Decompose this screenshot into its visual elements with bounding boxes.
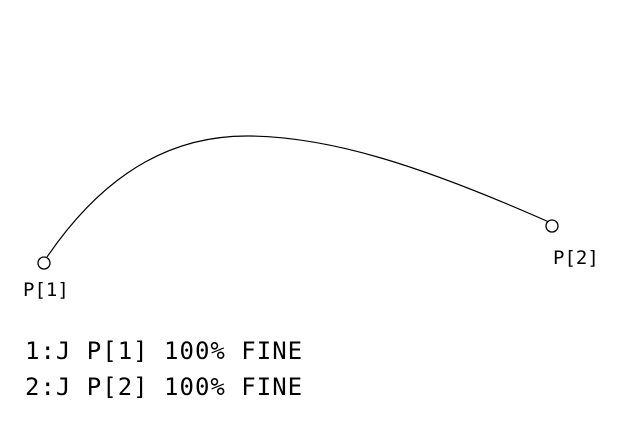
point-label-p2: P[2] (553, 247, 599, 269)
program-line-1: 1:J P[1] 100% FINE (25, 337, 304, 365)
program-line-2: 2:J P[2] 100% FINE (25, 373, 304, 401)
point-marker-p1 (37, 256, 51, 270)
point-marker-p2 (545, 219, 559, 233)
motion-path-curve (46, 135, 550, 258)
program-listing: 1:J P[1] 100% FINE 2:J P[2] 100% FINE (25, 333, 303, 405)
point-label-p1: P[1] (23, 279, 69, 301)
